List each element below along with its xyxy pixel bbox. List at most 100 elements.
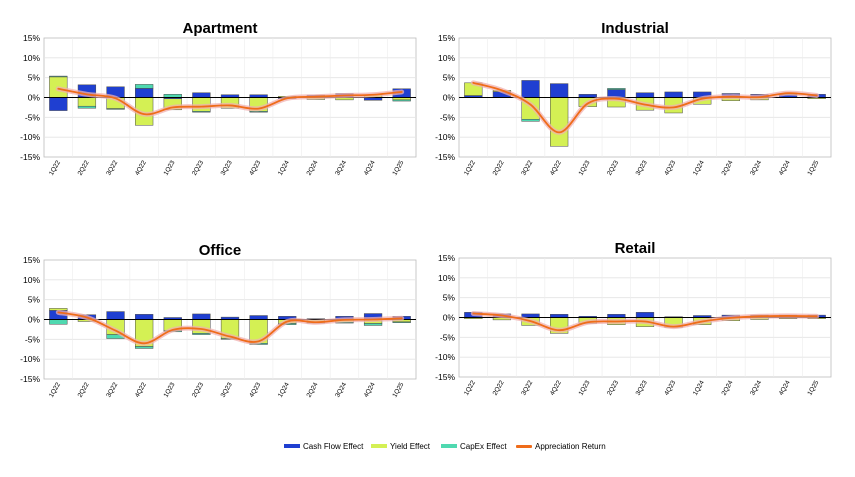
- x-tick-label: 1Q24: [692, 379, 706, 397]
- x-tick-label: 1Q24: [692, 159, 706, 177]
- appreciation-line: [472, 81, 818, 134]
- x-tick-label: 2Q23: [606, 159, 620, 177]
- capex-bar: [77, 105, 97, 109]
- capex-bar: [392, 99, 411, 102]
- x-tick-label: 2Q23: [191, 381, 205, 399]
- capex-bar: [49, 75, 68, 78]
- x-tick-label: 4Q23: [663, 159, 677, 177]
- x-tick-label: 3Q24: [749, 159, 763, 177]
- x-tick-label: 3Q22: [520, 379, 534, 397]
- y-tick-label: 0%: [28, 93, 41, 103]
- y-tick-label: 5%: [28, 295, 41, 305]
- appreciation-line: [57, 87, 403, 116]
- cash-flow-bar: [578, 94, 597, 98]
- capex-bar: [135, 346, 154, 349]
- y-tick-label: -5%: [440, 112, 456, 122]
- cash-flow-bar: [49, 97, 68, 111]
- x-tick-label: 3Q24: [749, 379, 763, 397]
- y-tick-label: 15%: [23, 33, 40, 43]
- yield-bar: [77, 97, 97, 107]
- x-tick-label: 3Q23: [220, 159, 234, 177]
- y-tick-label: -10%: [20, 354, 40, 364]
- x-tick-label: 4Q22: [549, 159, 563, 177]
- cash-flow-bar: [607, 314, 626, 318]
- industrial-chart: Industrial 15% 10% 5% 0% -5% -10% -15% 1Q22 2Q22…: [425, 20, 845, 190]
- y-tick-label: 15%: [438, 253, 455, 263]
- x-tick-label: 1Q22: [463, 159, 477, 177]
- appreciation-line: [57, 311, 403, 345]
- x-tick-label: 1Q22: [463, 379, 477, 397]
- x-tick-label: 3Q23: [220, 381, 234, 399]
- x-tick-label: 2Q24: [721, 379, 735, 397]
- capex-swatch: [441, 444, 457, 448]
- chart-title: Retail: [614, 240, 656, 257]
- cash-flow-bar: [635, 92, 655, 98]
- capex-bar: [135, 84, 154, 89]
- x-tick-label: 3Q24: [334, 159, 348, 177]
- capex-bar: [163, 94, 182, 98]
- y-tick-label: -10%: [20, 132, 40, 142]
- cash-flow-bar: [106, 311, 125, 320]
- industrial-plot: 15% 10% 5% 0% -5% -10% -15% 1Q22 2Q22 3Q22 4Q22 1Q2…: [435, 33, 832, 177]
- y-tick-label: 10%: [438, 273, 455, 283]
- y-tick-label: 10%: [23, 275, 40, 285]
- x-tick-label: 3Q23: [635, 379, 649, 397]
- yield-swatch: [371, 444, 387, 448]
- y-tick-label: -5%: [25, 334, 41, 344]
- legend-label: Appreciation Return: [535, 441, 606, 451]
- y-tick-label: -15%: [20, 152, 40, 162]
- x-tick-label: 1Q23: [577, 159, 591, 177]
- x-tick-label: 2Q22: [77, 381, 91, 399]
- y-tick-label: 5%: [443, 293, 456, 303]
- y-tick-label: 15%: [438, 33, 455, 43]
- capex-bar: [392, 321, 411, 323]
- x-tick-label: 4Q24: [363, 381, 377, 399]
- legend-label: Yield Effect: [390, 441, 431, 451]
- x-tick-label: 4Q23: [248, 381, 262, 399]
- x-tick-label: 2Q23: [191, 159, 205, 177]
- capex-bar: [521, 119, 540, 122]
- x-tick-label: 1Q23: [162, 381, 176, 399]
- x-tick-label: 2Q23: [606, 379, 620, 397]
- cash-flow-bar: [192, 313, 211, 320]
- appreciation-swatch: [516, 444, 532, 448]
- legend-capex: CapEx Effect: [441, 438, 507, 454]
- y-tick-label: 10%: [438, 53, 455, 63]
- appreciation-line: [472, 312, 818, 332]
- y-tick-label: -10%: [435, 352, 455, 362]
- x-tick-label: 3Q24: [334, 381, 348, 399]
- y-tick-label: 0%: [28, 315, 41, 325]
- y-tick-label: 5%: [28, 73, 41, 83]
- legend-appreciation: Appreciation Return: [516, 438, 606, 454]
- capex-bar: [49, 319, 68, 325]
- capex-bar: [192, 111, 211, 113]
- y-tick-label: 10%: [23, 53, 40, 63]
- x-tick-label: 4Q22: [134, 159, 148, 177]
- y-tick-label: -5%: [440, 332, 456, 342]
- capex-bar: [106, 108, 125, 110]
- y-tick-label: 15%: [23, 255, 40, 265]
- yield-bar: [550, 97, 569, 147]
- x-tick-label: 2Q22: [77, 159, 91, 177]
- apartment-plot: 15% 10% 5% 0% -5% -10% -15% 1Q22 2Q22 3Q22 4Q22 1Q2…: [20, 33, 417, 177]
- capex-bar: [192, 333, 211, 335]
- x-tick-label: 3Q22: [520, 159, 534, 177]
- x-tick-label: 4Q24: [778, 159, 792, 177]
- x-tick-label: 1Q25: [391, 381, 405, 399]
- x-tick-label: 2Q22: [492, 379, 506, 397]
- y-tick-label: 0%: [443, 313, 456, 323]
- x-tick-label: 1Q22: [48, 159, 62, 177]
- cash-flow-bar: [550, 83, 569, 98]
- cash-flow-bar: [135, 314, 154, 320]
- x-tick-label: 3Q23: [635, 159, 649, 177]
- x-tick-label: 3Q22: [105, 381, 119, 399]
- x-tick-label: 2Q24: [721, 159, 735, 177]
- cash-flow-bar: [521, 313, 540, 318]
- y-tick-label: -15%: [435, 372, 455, 382]
- cash-flow-bar: [135, 88, 154, 98]
- x-tick-label: 4Q22: [549, 379, 563, 397]
- office-chart: Office 15% 10% 5% 0% -5% -10% -15% 1Q22 2Q22 3Q22…: [10, 242, 430, 412]
- chart-legend: Cash Flow Effect Yield Effect CapEx Effe…: [0, 438, 855, 454]
- x-tick-label: 1Q22: [48, 381, 62, 399]
- x-tick-label: 2Q22: [492, 159, 506, 177]
